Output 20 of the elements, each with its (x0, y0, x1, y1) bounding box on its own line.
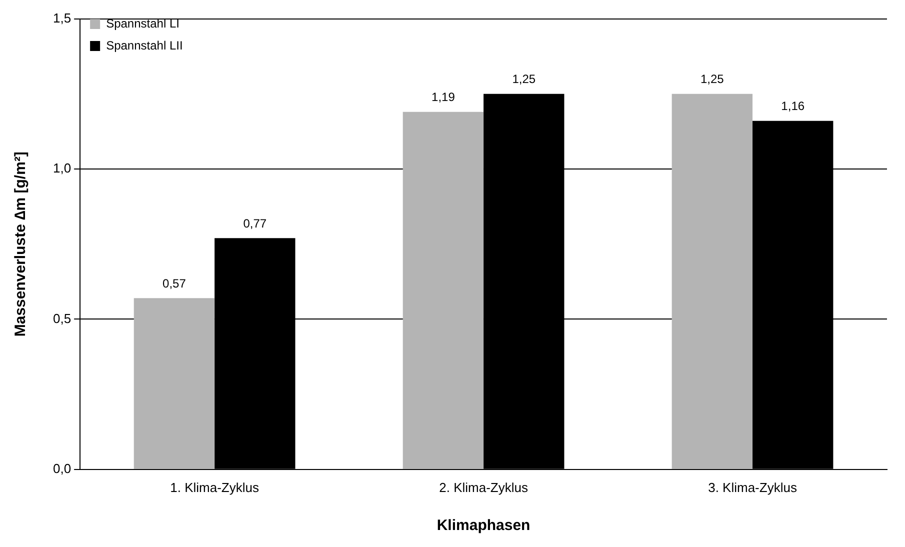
bar (672, 94, 753, 469)
bar (402, 112, 484, 469)
y-tick-label: 1,0 (52, 160, 72, 176)
bar (134, 298, 215, 469)
data-label: 1,16 (781, 99, 805, 114)
y-tick-label: 0,0 (52, 460, 72, 476)
data-label: 0,57 (162, 276, 186, 290)
x-axis-title: Klimaphasen (436, 517, 530, 534)
data-label: 1,19 (432, 90, 456, 104)
y-tick-label: 1,5 (52, 10, 72, 26)
legend-label: Spannstahl LII (106, 38, 183, 52)
data-label: 1,25 (512, 72, 536, 86)
legend-label: Spannstahl LI (106, 16, 180, 30)
y-axis-title: Massenverluste ∆m [g/m²] (12, 152, 30, 337)
data-label: 0,77 (243, 216, 267, 230)
x-tick-label: 1. Klima-Zyklus (170, 480, 260, 495)
x-tick-label: 3. Klima-Zyklus (708, 480, 798, 495)
x-tick-label: 2. Klima-Zyklus (439, 480, 528, 495)
data-label: 1,25 (700, 72, 724, 86)
y-tick-label: 0,5 (52, 310, 72, 326)
